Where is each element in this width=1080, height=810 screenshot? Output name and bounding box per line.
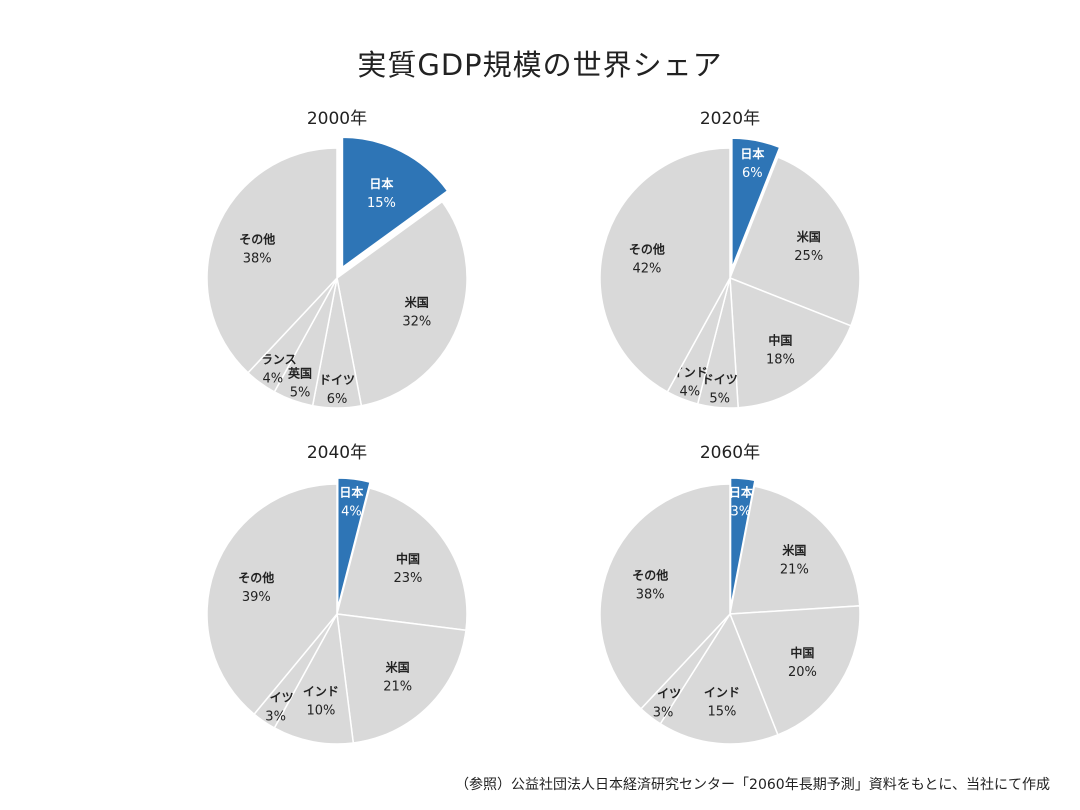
pie-charts-area: 2000年日本15%米国32%ドイツ6%英国5%フランス4%その他38%2020… <box>206 109 861 745</box>
slice-value-label: 6% <box>327 392 348 407</box>
slice-label: 米国 <box>797 229 821 244</box>
slice-label: その他 <box>238 570 274 585</box>
pie-slice <box>659 612 779 745</box>
pie-slice <box>341 136 449 269</box>
slice-value-label: 5% <box>290 386 311 401</box>
pie-title: 2020年 <box>700 109 760 129</box>
pie-slice <box>729 156 861 327</box>
slice-value-label: 32% <box>402 315 431 330</box>
slice-value-label: 42% <box>632 262 661 277</box>
pie-slice <box>599 147 731 393</box>
slice-value-label: 3% <box>265 709 286 724</box>
slice-label: 英国 <box>288 366 312 381</box>
slice-label: 米国 <box>386 660 410 675</box>
slice-value-label: 10% <box>306 703 335 718</box>
slice-label: 中国 <box>768 332 792 347</box>
pie-slice <box>729 276 852 409</box>
source-note: （参照）公益社団法人日本経済研究センター「2060年長期予測」資料をもとに、当社… <box>455 777 1050 793</box>
pie-slice <box>729 485 861 615</box>
slice-value-label: 25% <box>794 249 823 264</box>
pie-slice <box>336 487 468 632</box>
slice-value-label: 21% <box>780 562 809 577</box>
pie-slice <box>206 483 338 716</box>
slice-label: インド <box>704 685 740 699</box>
slice-value-label: 39% <box>242 590 271 605</box>
slice-label: 日本 <box>729 484 753 499</box>
slice-label: 中国 <box>790 645 814 660</box>
slice-label: 日本 <box>740 146 764 161</box>
slice-label: その他 <box>632 567 668 582</box>
pie-slice <box>599 483 731 710</box>
pie-slice <box>337 477 371 609</box>
slice-value-label: 18% <box>766 352 795 367</box>
slice-value-label: 15% <box>707 704 736 719</box>
slice-value-label: 4% <box>679 385 700 400</box>
slice-value-label: 20% <box>788 665 817 680</box>
page-title: 実質GDP規模の世界シェア <box>357 48 723 82</box>
pie-slice <box>336 200 468 407</box>
slice-label: 米国 <box>782 542 806 557</box>
slice-value-label: 3% <box>653 705 674 720</box>
slice-label: 日本 <box>369 176 393 191</box>
slice-label: 中国 <box>396 551 420 566</box>
slice-value-label: 4% <box>341 505 362 520</box>
pie-slice <box>336 613 467 744</box>
slice-value-label: 4% <box>263 371 284 386</box>
slice-value-label: 15% <box>367 196 396 211</box>
slice-value-label: 5% <box>709 392 730 407</box>
slice-label: ドイツ <box>702 373 738 387</box>
slice-label: その他 <box>629 242 665 257</box>
pie-slice <box>731 137 781 269</box>
slice-value-label: 21% <box>383 680 412 695</box>
slice-label: インド <box>303 684 339 698</box>
pie-slice <box>728 605 861 736</box>
slice-label: その他 <box>239 231 275 246</box>
slice-label: 日本 <box>339 485 363 500</box>
slice-value-label: 3% <box>731 504 752 519</box>
slice-value-label: 23% <box>394 571 423 586</box>
pie-slice <box>206 147 338 374</box>
pie-title: 2000年 <box>307 109 367 129</box>
slice-value-label: 38% <box>243 251 272 266</box>
pie-slice <box>273 611 355 745</box>
slice-label: ドイツ <box>319 373 355 387</box>
pie-title: 2060年 <box>700 443 760 463</box>
slice-label: 米国 <box>405 295 429 310</box>
pie-title: 2040年 <box>307 443 367 463</box>
slice-value-label: 38% <box>636 587 665 602</box>
slice-value-label: 6% <box>742 166 763 181</box>
